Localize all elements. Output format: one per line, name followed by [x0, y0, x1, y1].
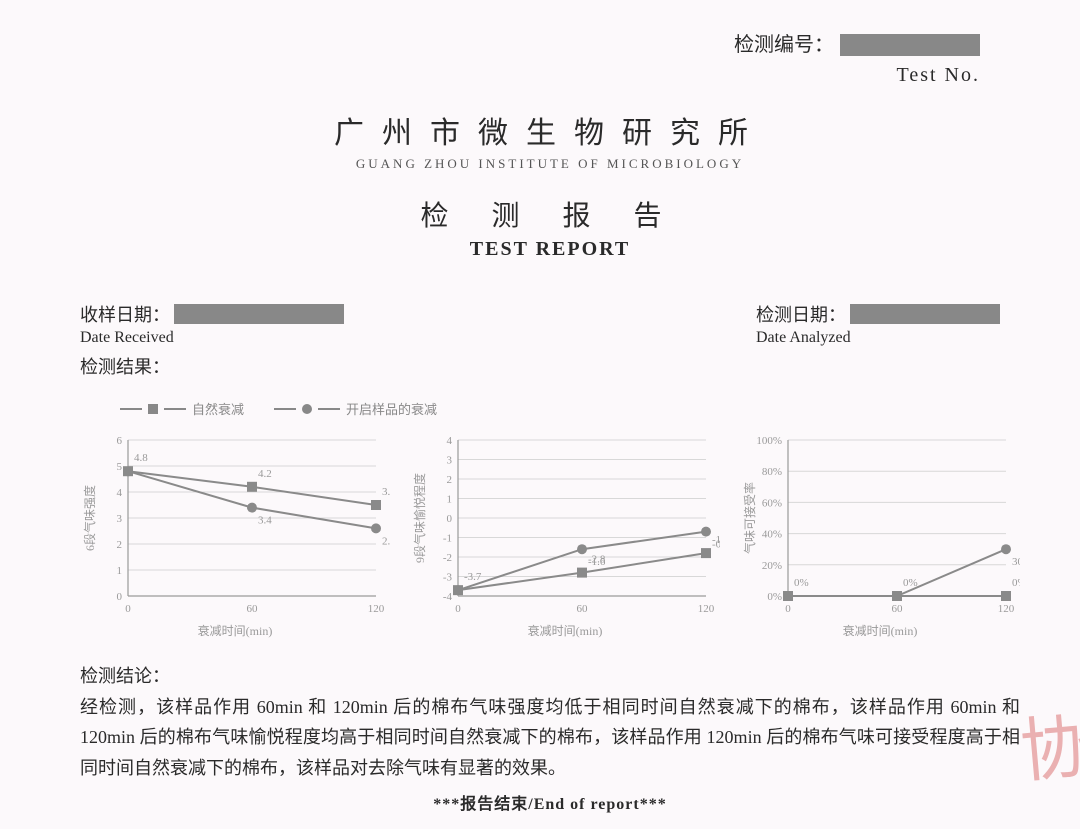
circle-marker-icon — [302, 404, 312, 414]
org-name-cn: 广州市微生物研究所 — [80, 108, 1020, 152]
chart-3: 0%20%40%60%80%100%060120气味可接受率0%0%0%30% … — [740, 428, 1020, 639]
svg-text:5: 5 — [117, 461, 123, 473]
svg-text:6: 6 — [117, 435, 123, 447]
svg-text:4.8: 4.8 — [134, 452, 148, 464]
conclusion-label: 检测结论： — [80, 661, 1020, 692]
svg-text:0%: 0% — [1012, 577, 1020, 589]
chart1-xlabel: 衰减时间(min) — [198, 622, 273, 639]
svg-text:60: 60 — [577, 603, 589, 615]
date-received-label-cn: 收样日期： — [80, 301, 170, 327]
square-marker-icon — [148, 404, 158, 414]
test-no-label-cn: 检测编号： — [734, 30, 834, 60]
test-no-label-en: Test No. — [80, 60, 980, 90]
chart-1: 01234560601206段气味强度4.84.23.53.42.6 衰减时间(… — [80, 428, 390, 639]
svg-text:-4: -4 — [443, 591, 453, 603]
svg-text:-0.7: -0.7 — [712, 539, 720, 551]
stamp-watermark: 协 — [1016, 690, 1080, 797]
svg-text:2: 2 — [447, 474, 453, 486]
redacted-date-analyzed — [850, 304, 1000, 324]
svg-text:20%: 20% — [762, 560, 782, 572]
test-number-block: 检测编号： Test No. — [80, 30, 1020, 90]
svg-text:-3: -3 — [443, 572, 453, 584]
svg-text:120: 120 — [368, 603, 385, 615]
end-of-report: ***报告结束/End of report*** — [80, 791, 1020, 818]
svg-text:2.6: 2.6 — [382, 535, 390, 547]
date-received-label-en: Date Received — [80, 329, 344, 347]
org-name-en: GUANG ZHOU INSTITUTE OF MICROBIOLOGY — [80, 156, 1020, 172]
svg-text:120: 120 — [998, 603, 1015, 615]
redacted-date-received — [174, 304, 344, 324]
chart2-xlabel: 衰减时间(min) — [528, 622, 603, 639]
svg-text:0: 0 — [785, 603, 791, 615]
svg-text:1: 1 — [117, 565, 123, 577]
svg-text:2: 2 — [117, 539, 123, 551]
svg-text:-1.6: -1.6 — [588, 556, 606, 568]
svg-text:9段气味愉悦程度: 9段气味愉悦程度 — [412, 473, 427, 563]
legend-natural: 自然衰减 — [192, 399, 244, 418]
svg-text:-1: -1 — [443, 533, 452, 545]
svg-text:120: 120 — [698, 603, 715, 615]
svg-text:80%: 80% — [762, 466, 782, 478]
meta-row: 收样日期： Date Received 检测结果： 检测日期： Date Ana… — [80, 301, 1020, 379]
svg-text:3.5: 3.5 — [382, 486, 390, 498]
svg-text:4: 4 — [447, 435, 453, 447]
conclusion-text: 经检测，该样品作用 60min 和 120min 后的棉布气味强度均低于相同时间… — [80, 692, 1020, 784]
svg-text:0%: 0% — [767, 591, 782, 603]
svg-text:0: 0 — [447, 513, 453, 525]
svg-text:60: 60 — [892, 603, 904, 615]
svg-text:30%: 30% — [1012, 556, 1020, 568]
conclusion-block: 检测结论： 经检测，该样品作用 60min 和 120min 后的棉布气味强度均… — [80, 661, 1020, 819]
legend-sample: 开启样品的衰减 — [346, 399, 437, 418]
svg-text:4.2: 4.2 — [258, 468, 272, 480]
chart-legend: 自然衰减 开启样品的衰减 — [120, 399, 1020, 418]
svg-text:1: 1 — [447, 494, 453, 506]
svg-text:4: 4 — [117, 487, 123, 499]
svg-text:0%: 0% — [794, 577, 809, 589]
svg-text:0: 0 — [117, 591, 123, 603]
svg-text:0: 0 — [125, 603, 131, 615]
svg-text:40%: 40% — [762, 529, 782, 541]
svg-text:-3.7: -3.7 — [464, 571, 482, 583]
svg-text:3: 3 — [117, 513, 123, 525]
redacted-test-no — [840, 34, 980, 56]
report-title-cn: 检 测 报 告 — [80, 194, 1020, 234]
chart-2: -4-3-2-1012340601209段气味愉悦程度-3.7-2.8-1.8-… — [410, 428, 720, 639]
report-title-en: TEST REPORT — [80, 238, 1020, 261]
document-page: 检测编号： Test No. 广州市微生物研究所 GUANG ZHOU INST… — [0, 0, 1080, 829]
date-analyzed-label-en: Date Analyzed — [756, 329, 1000, 347]
svg-text:100%: 100% — [756, 435, 782, 447]
svg-text:-2: -2 — [443, 552, 452, 564]
charts-row: 01234560601206段气味强度4.84.23.53.42.6 衰减时间(… — [80, 428, 1020, 639]
svg-text:60: 60 — [247, 603, 259, 615]
svg-text:6段气味强度: 6段气味强度 — [82, 485, 97, 551]
svg-text:3.4: 3.4 — [258, 515, 272, 527]
svg-text:3: 3 — [447, 455, 453, 467]
title-block: 广州市微生物研究所 GUANG ZHOU INSTITUTE OF MICROB… — [80, 108, 1020, 261]
chart3-xlabel: 衰减时间(min) — [843, 622, 918, 639]
date-analyzed-label-cn: 检测日期： — [756, 301, 846, 327]
svg-text:气味可接受率: 气味可接受率 — [742, 482, 757, 554]
svg-text:60%: 60% — [762, 497, 782, 509]
result-label: 检测结果： — [80, 353, 344, 379]
svg-text:0: 0 — [455, 603, 461, 615]
